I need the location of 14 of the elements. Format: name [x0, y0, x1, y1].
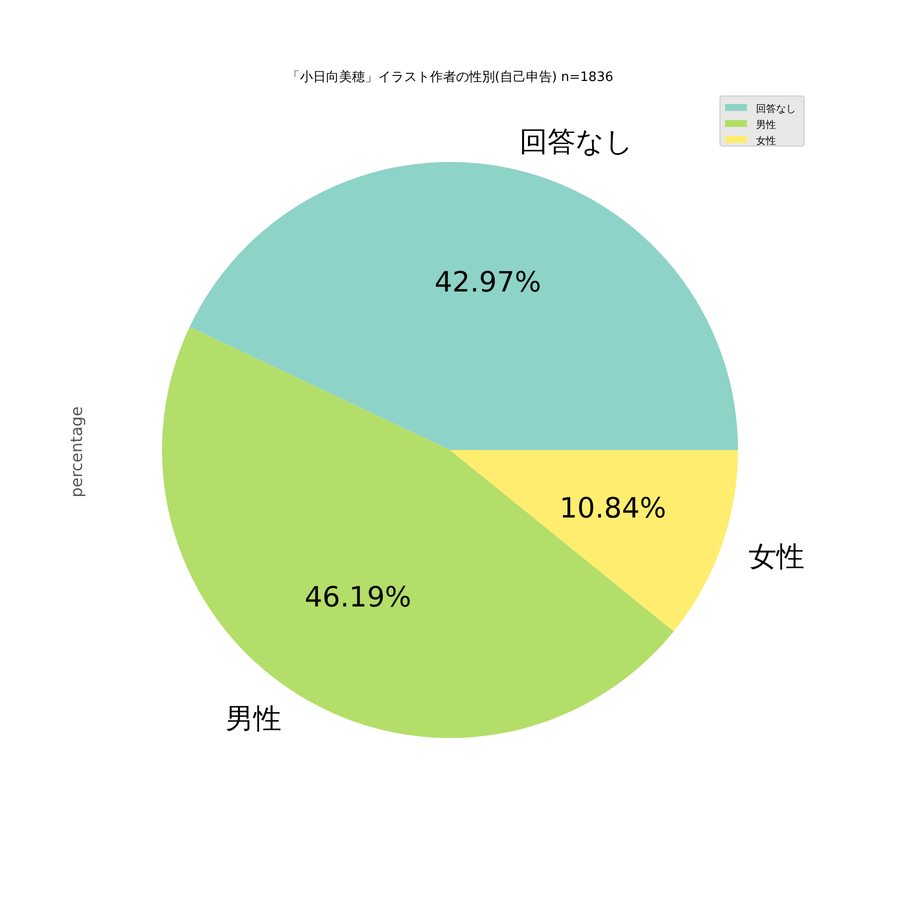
- chart-title: 「小日向美穂」イラスト作者の性別(自己申告) n=1836: [286, 69, 614, 85]
- legend-label: 女性: [756, 135, 776, 147]
- pie-slice: [450, 450, 738, 632]
- data-label: 42.97%: [434, 265, 542, 298]
- pie-slice: [162, 326, 674, 738]
- slice-label: 女性: [748, 540, 805, 573]
- data-label: 46.19%: [304, 580, 412, 614]
- text: percentage: [67, 406, 86, 498]
- data-label: 10.84%: [559, 492, 666, 525]
- legend-label: 男性: [756, 119, 776, 131]
- legend-label: 回答なし: [756, 103, 796, 115]
- slice-label: 回答なし: [519, 124, 634, 158]
- slice-label: 男性: [225, 702, 282, 736]
- pie-slice: [190, 162, 738, 450]
